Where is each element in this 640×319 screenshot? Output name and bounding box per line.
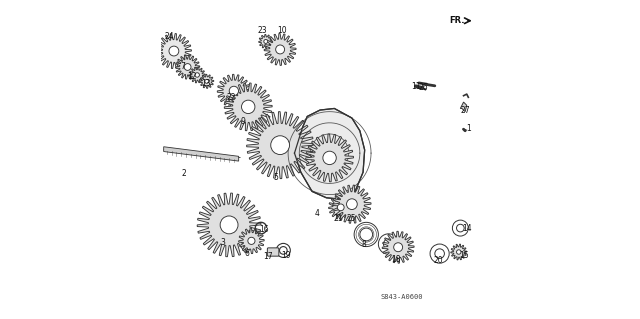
Circle shape [220, 216, 238, 234]
Polygon shape [306, 134, 353, 182]
Text: 3: 3 [220, 238, 225, 247]
Circle shape [346, 199, 357, 210]
Text: 1: 1 [466, 124, 470, 133]
Polygon shape [239, 228, 264, 254]
Text: 21: 21 [333, 214, 343, 223]
Polygon shape [328, 195, 353, 219]
Polygon shape [264, 33, 296, 65]
Polygon shape [200, 74, 214, 88]
Polygon shape [218, 74, 250, 108]
Circle shape [394, 243, 403, 252]
Polygon shape [164, 147, 239, 161]
Circle shape [456, 250, 461, 254]
Polygon shape [189, 67, 205, 83]
Circle shape [169, 46, 179, 56]
Circle shape [271, 136, 289, 154]
FancyBboxPatch shape [268, 248, 279, 256]
Text: 16: 16 [259, 225, 269, 234]
Polygon shape [246, 112, 314, 179]
Text: 7: 7 [180, 63, 185, 71]
Circle shape [205, 79, 209, 83]
Text: 13: 13 [202, 79, 211, 88]
Polygon shape [259, 34, 273, 48]
Text: FR.: FR. [450, 16, 465, 25]
Text: 19: 19 [281, 251, 291, 260]
Polygon shape [224, 83, 272, 131]
Text: 9: 9 [241, 117, 245, 126]
Circle shape [276, 45, 285, 54]
Text: 2: 2 [181, 169, 186, 178]
Polygon shape [197, 193, 261, 257]
Text: 5: 5 [273, 173, 278, 182]
Text: 22: 22 [227, 93, 236, 102]
Text: 6: 6 [245, 249, 250, 258]
Text: S843-A0600: S843-A0600 [381, 294, 423, 300]
Text: 18: 18 [391, 255, 401, 263]
Circle shape [337, 204, 344, 211]
Text: 10: 10 [278, 26, 287, 35]
Polygon shape [460, 102, 467, 112]
Text: 8: 8 [361, 240, 365, 249]
Circle shape [195, 73, 200, 77]
Circle shape [248, 237, 255, 244]
Text: 12: 12 [188, 72, 197, 81]
Circle shape [229, 86, 239, 96]
Text: 15: 15 [459, 251, 468, 260]
Text: 27: 27 [460, 106, 470, 115]
Text: 25: 25 [346, 214, 356, 223]
Text: 23: 23 [258, 26, 268, 35]
Polygon shape [294, 108, 365, 199]
Polygon shape [156, 33, 191, 69]
Text: 17: 17 [264, 252, 273, 261]
Text: 24: 24 [164, 32, 174, 41]
Text: 4: 4 [314, 209, 319, 218]
Text: 20: 20 [433, 256, 443, 265]
Polygon shape [333, 185, 371, 223]
Text: 14: 14 [462, 224, 472, 233]
Polygon shape [175, 55, 200, 79]
Polygon shape [451, 244, 467, 260]
Circle shape [241, 100, 255, 114]
Polygon shape [382, 231, 414, 263]
Text: 11: 11 [411, 82, 420, 91]
Circle shape [323, 151, 336, 165]
Circle shape [264, 40, 268, 43]
Text: 26: 26 [418, 83, 428, 92]
Circle shape [184, 63, 191, 70]
